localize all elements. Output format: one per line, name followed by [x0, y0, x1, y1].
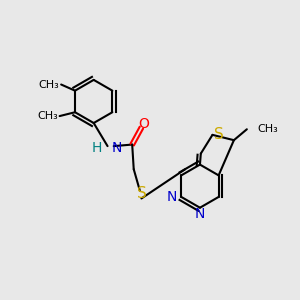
- Text: N: N: [166, 190, 177, 204]
- Text: CH₃: CH₃: [258, 124, 278, 134]
- Text: S: S: [136, 186, 146, 201]
- Text: S: S: [214, 128, 224, 142]
- Text: N: N: [111, 141, 122, 155]
- Text: CH₃: CH₃: [37, 111, 58, 121]
- Text: H: H: [92, 141, 102, 155]
- Text: CH₃: CH₃: [39, 80, 60, 89]
- Text: N: N: [195, 207, 205, 221]
- Text: O: O: [138, 117, 149, 131]
